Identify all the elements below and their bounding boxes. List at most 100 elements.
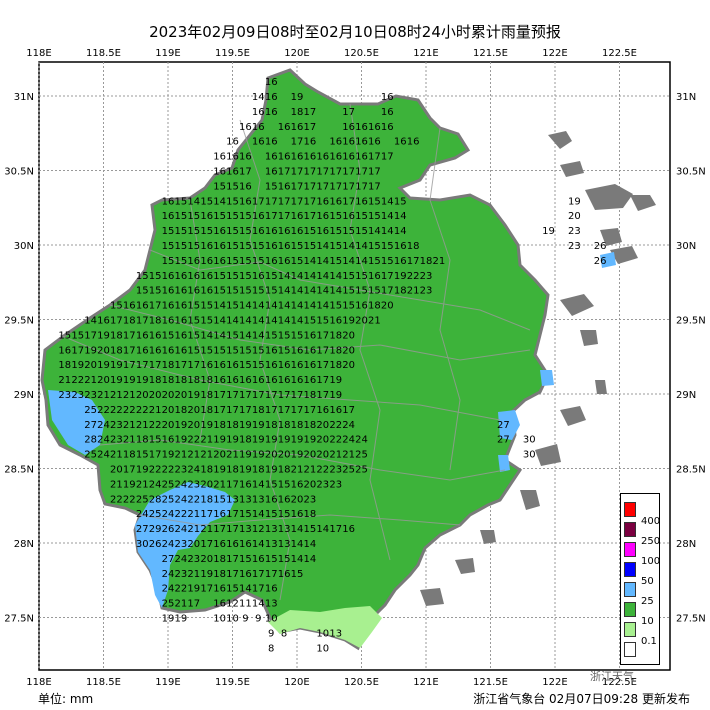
- rainfall-value: 15: [239, 345, 252, 356]
- region-25-50mm-south: [135, 482, 235, 608]
- rainfall-value: 22: [149, 420, 162, 431]
- rainfall-value: 14: [239, 330, 252, 341]
- rainfall-value: 19: [239, 465, 252, 476]
- rainfall-value: 16: [329, 152, 342, 163]
- rainfall-value: 17: [342, 196, 355, 207]
- rainfall-value: 20: [136, 390, 149, 401]
- rainfall-value: 20: [187, 539, 200, 550]
- rainfall-value: 16: [239, 479, 252, 490]
- rainfall-value: 14: [200, 330, 213, 341]
- legend-label: 50: [641, 576, 654, 587]
- rainfall-value: 15: [278, 479, 291, 490]
- rainfall-value: 15: [342, 271, 355, 282]
- rainfall-value: 20: [265, 450, 278, 461]
- y-tick-left: 29N: [14, 390, 34, 401]
- rainfall-value: 15: [226, 345, 239, 356]
- rainfall-value: 16: [265, 137, 278, 148]
- rainfall-value: 19: [239, 420, 252, 431]
- rainfall-value: 16: [252, 107, 265, 118]
- rainfall-value: 15: [187, 316, 200, 327]
- rainfall-value: 16: [175, 301, 188, 312]
- rainfall-value: 20: [568, 211, 581, 222]
- rainfall-value: 15: [394, 196, 407, 207]
- rainfall-value: 20: [342, 330, 355, 341]
- rainfall-value: 14: [355, 256, 368, 267]
- rainfall-value: 16: [329, 196, 342, 207]
- rainfall-value: 17: [149, 450, 162, 461]
- rainfall-value: 15: [252, 360, 265, 371]
- rainfall-value: 20: [97, 375, 110, 386]
- rainfall-value: 16: [162, 196, 175, 207]
- rainfall-value: 19: [291, 435, 304, 446]
- rainfall-value: 25: [136, 494, 149, 505]
- rainfall-value: 23: [110, 420, 123, 431]
- rainfall-value: 17: [123, 360, 136, 371]
- rainfall-value: 16: [316, 405, 329, 416]
- rainfall-value: 16: [162, 286, 175, 297]
- x-tick-bottom: 121E: [413, 677, 438, 688]
- rainfall-value: 19: [342, 316, 355, 327]
- rainfall-value: 14: [291, 301, 304, 312]
- rainfall-value: 16: [278, 569, 291, 580]
- rainfall-value: 14: [213, 316, 226, 327]
- rainfall-value: 17: [200, 584, 213, 595]
- rainfall-value: 15: [265, 271, 278, 282]
- rainfall-value: 16: [265, 167, 278, 178]
- rainfall-value: 16: [278, 181, 291, 192]
- rainfall-value: 17: [213, 524, 226, 535]
- legend-label: 100: [641, 556, 661, 567]
- rainfall-value: 17: [226, 390, 239, 401]
- rainfall-value: 18: [58, 360, 71, 371]
- rainfall-value: 25: [355, 465, 368, 476]
- rainfall-value: 14: [316, 524, 329, 535]
- rainfall-value: 15: [200, 316, 213, 327]
- rainfall-value: 21: [433, 256, 446, 267]
- rainfall-value: 21: [187, 569, 200, 580]
- rainfall-value: 19: [187, 584, 200, 595]
- rainfall-value: 15: [239, 211, 252, 222]
- rainfall-value: 23: [175, 539, 188, 550]
- rainfall-value: 21: [200, 524, 213, 535]
- rainfall-value: 23: [316, 479, 329, 490]
- rainfall-value: 16: [213, 256, 226, 267]
- rainfall-value: 17: [252, 584, 265, 595]
- rainfall-value: 14: [265, 316, 278, 327]
- legend-label: 250: [641, 536, 661, 547]
- rainfall-value: 17: [316, 167, 329, 178]
- rainfall-value: 16: [265, 226, 278, 237]
- rainfall-value: 14: [394, 226, 407, 237]
- rainfall-value: 15: [291, 256, 304, 267]
- rainfall-value: 19: [97, 360, 110, 371]
- rainfall-value: 14: [381, 226, 394, 237]
- rainfall-value: 15: [239, 241, 252, 252]
- rainfall-value: 18: [239, 435, 252, 446]
- rainfall-value: 16: [329, 137, 342, 148]
- rainfall-value: 17: [265, 196, 278, 207]
- rainfall-value: 16: [278, 256, 291, 267]
- rainfall-value: 16: [175, 286, 188, 297]
- x-tick-bottom: 119.5E: [215, 677, 250, 688]
- watermark: 浙江天气: [590, 670, 634, 683]
- rainfall-value: 10: [213, 614, 226, 625]
- rainfall-value: 10: [226, 614, 239, 625]
- rainfall-value: 19: [136, 465, 149, 476]
- rainfall-value: 21: [175, 599, 188, 610]
- rainfall-value: 19: [123, 375, 136, 386]
- rainfall-value: 16: [252, 137, 265, 148]
- rainfall-value: 17: [291, 405, 304, 416]
- rainfall-value: 22: [136, 405, 149, 416]
- rainfall-value: 15: [304, 226, 317, 237]
- rainfall-value: 21: [304, 465, 317, 476]
- rainfall-value: 14: [226, 316, 239, 327]
- rainfall-value: 23: [71, 390, 84, 401]
- rainfall-value: 17: [226, 524, 239, 535]
- rainfall-value: 16: [355, 301, 368, 312]
- rainfall-value: 20: [200, 554, 213, 565]
- rainfall-value: 26: [594, 256, 607, 267]
- rainfall-value: 16: [162, 435, 175, 446]
- rainfall-value: 23: [187, 479, 200, 490]
- rainfall-value: 15: [162, 330, 175, 341]
- rainfall-value: 15: [239, 271, 252, 282]
- rainfall-value: 15: [278, 554, 291, 565]
